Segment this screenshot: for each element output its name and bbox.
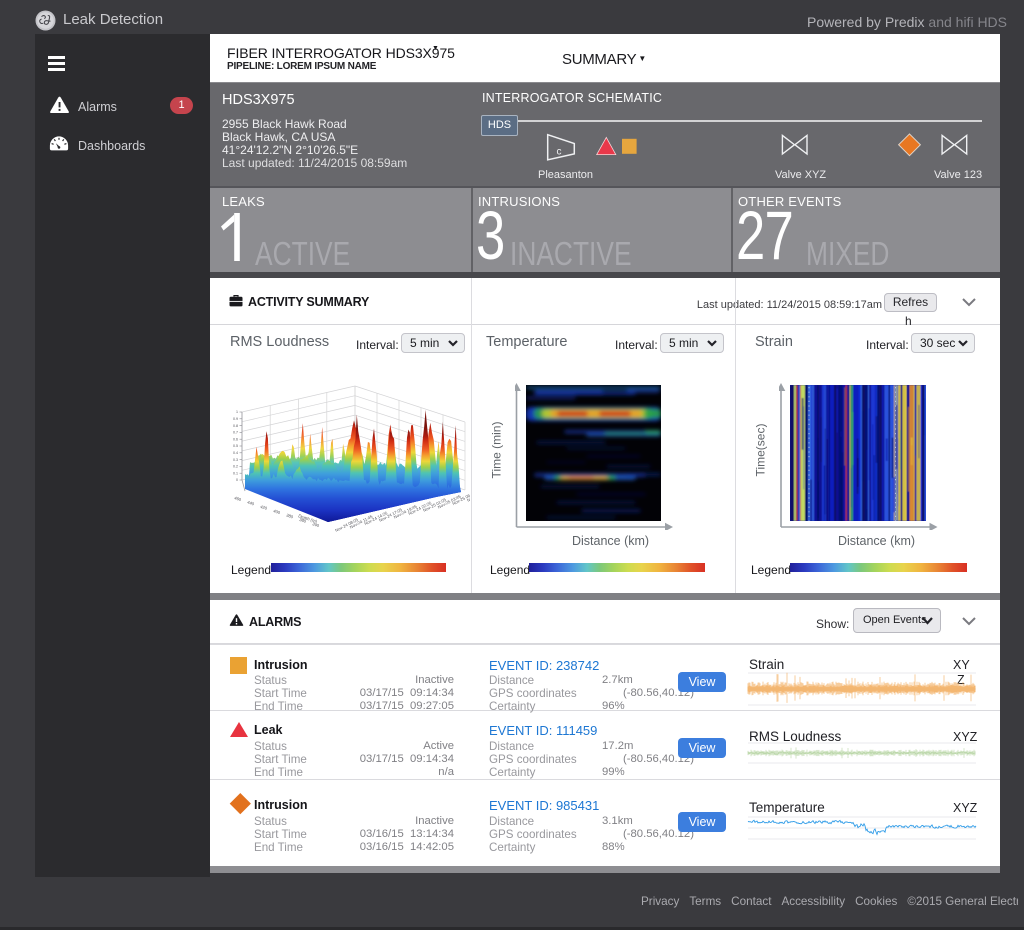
svg-text:0.5: 0.5 — [233, 444, 238, 448]
svg-text:Depth (m): Depth (m) — [298, 513, 319, 524]
svg-text:460: 460 — [234, 495, 243, 502]
svg-text:0.7: 0.7 — [233, 431, 238, 435]
svg-text:0.2: 0.2 — [233, 465, 238, 469]
svg-text:0.8: 0.8 — [233, 424, 238, 428]
svg-text:0.1: 0.1 — [233, 471, 238, 475]
svg-text:0.3: 0.3 — [233, 458, 238, 462]
svg-text:340: 340 — [312, 521, 321, 528]
svg-text:0.4: 0.4 — [233, 451, 238, 455]
svg-text:440: 440 — [247, 499, 256, 506]
svg-text:c: c — [557, 147, 562, 158]
svg-text:380: 380 — [286, 512, 295, 519]
svg-text:360: 360 — [299, 517, 308, 524]
svg-text:0: 0 — [236, 478, 238, 482]
svg-text:400: 400 — [273, 508, 282, 515]
svg-text:1: 1 — [236, 410, 238, 414]
svg-text:0.6: 0.6 — [233, 437, 238, 441]
svg-text:0.9: 0.9 — [233, 417, 238, 421]
svg-text:420: 420 — [260, 504, 269, 511]
